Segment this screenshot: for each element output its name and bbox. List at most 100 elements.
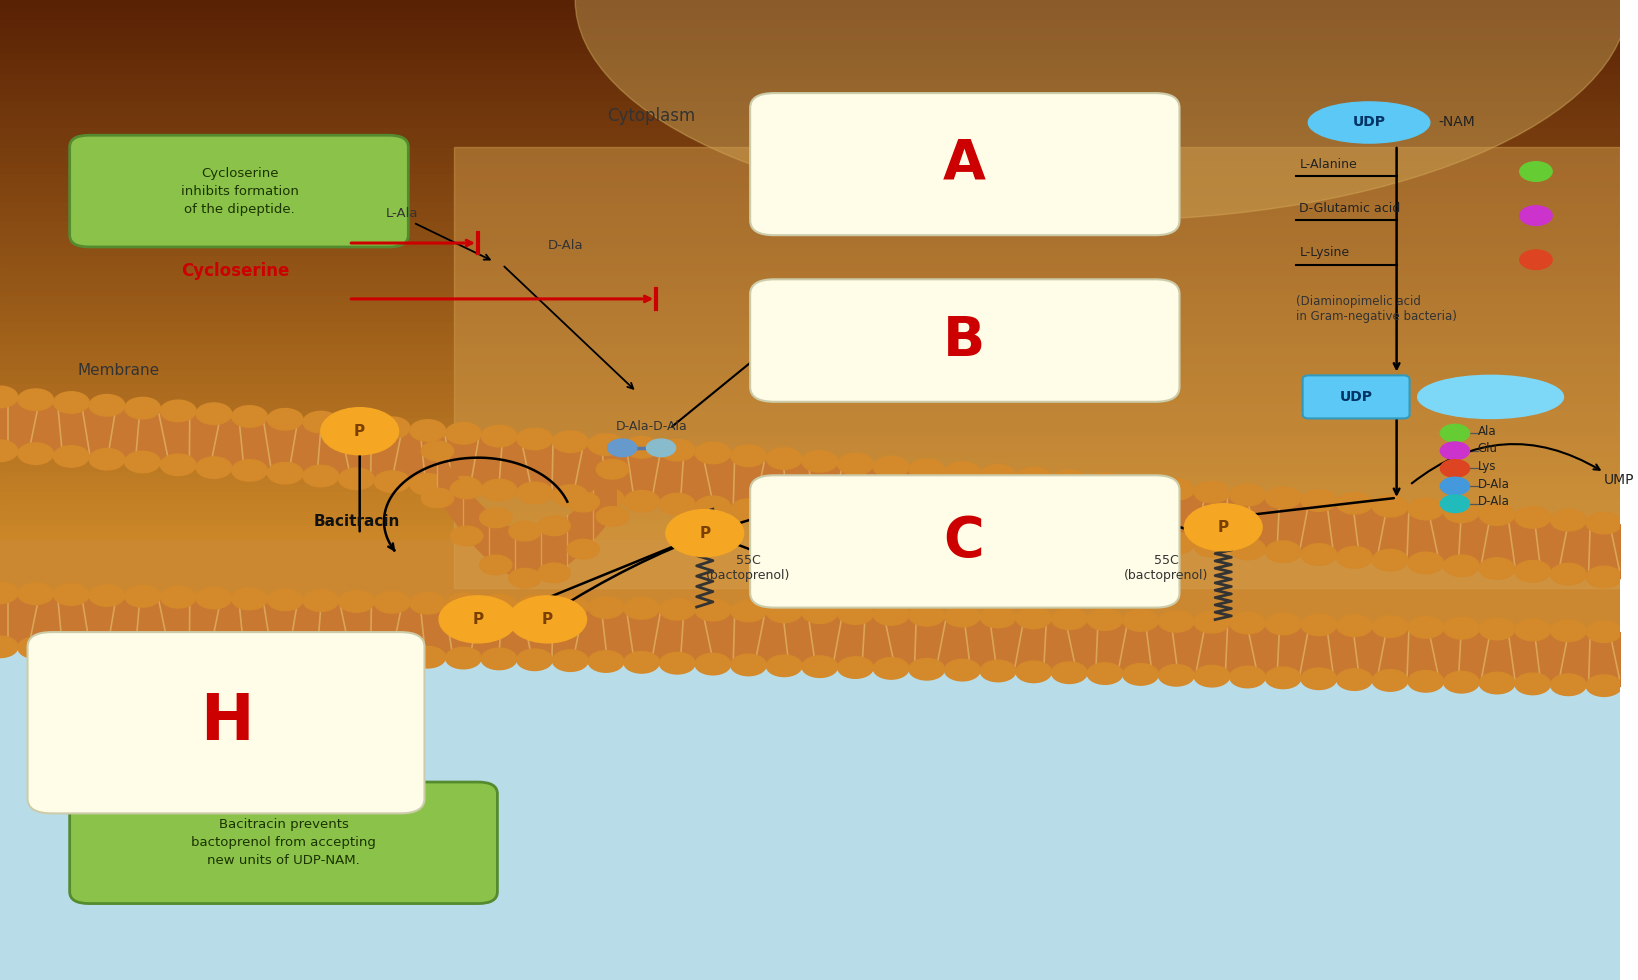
Bar [0,0,1620,637]
Circle shape [124,586,161,608]
Circle shape [1088,473,1122,495]
Text: Cytoplasm: Cytoplasm [608,107,696,124]
Bar [0,195,1620,202]
Circle shape [980,607,1016,628]
Circle shape [482,479,518,501]
Circle shape [945,660,980,681]
Circle shape [1337,614,1373,636]
Circle shape [1230,612,1266,634]
Circle shape [1479,672,1515,694]
Circle shape [1184,504,1263,551]
FancyBboxPatch shape [70,782,498,904]
Circle shape [1266,487,1301,509]
Circle shape [767,448,803,469]
Circle shape [837,508,873,529]
Circle shape [1088,527,1122,549]
Circle shape [1443,617,1479,639]
Bar [0,229,1620,236]
Circle shape [0,582,18,604]
Circle shape [518,649,552,670]
Circle shape [1440,442,1469,460]
Circle shape [1440,477,1469,495]
Circle shape [695,496,731,517]
Bar [0,330,1620,337]
Bar [0,310,1620,317]
Circle shape [1551,510,1586,531]
Circle shape [446,422,482,444]
Circle shape [373,416,410,438]
Text: L-Alanine: L-Alanine [1299,158,1358,172]
Circle shape [660,493,695,514]
Bar [0,0,1620,7]
Circle shape [837,454,873,475]
Circle shape [1194,535,1230,557]
Bar [0,21,1620,26]
Text: (Diaminopimelic acid
in Gram-negative bacteria): (Diaminopimelic acid in Gram-negative ba… [1296,295,1458,322]
Circle shape [410,419,446,441]
Circle shape [803,602,837,623]
Circle shape [1479,504,1515,525]
Bar [0,303,1620,310]
Bar [0,249,1620,256]
Text: Cycloserine
inhibits formation
of the dipeptide.: Cycloserine inhibits formation of the di… [180,167,298,216]
Circle shape [1409,552,1443,573]
Bar [0,471,1620,478]
FancyBboxPatch shape [750,475,1179,608]
Circle shape [667,510,744,557]
Text: UDP: UDP [1353,116,1386,129]
Circle shape [231,642,267,663]
Circle shape [18,389,54,411]
Circle shape [945,515,980,537]
Circle shape [1301,614,1337,636]
Bar [0,568,1620,980]
Circle shape [873,510,909,531]
Bar [0,424,1620,431]
Bar [0,54,1620,61]
Circle shape [339,591,373,612]
Bar [0,115,1620,122]
Circle shape [1122,610,1158,631]
Text: UMP: UMP [1604,473,1635,487]
Bar [0,431,1620,438]
Bar [0,283,1620,290]
Circle shape [1479,558,1515,579]
Circle shape [18,583,54,605]
Circle shape [482,648,518,669]
Text: UDP: UDP [1340,390,1373,404]
Bar [0,155,1620,162]
Bar [0,189,1620,195]
Bar [0,351,1620,357]
Circle shape [552,485,588,507]
Bar [0,87,1620,94]
Circle shape [509,596,586,643]
Bar [0,357,1620,364]
Bar [0,47,1620,54]
Circle shape [1016,662,1052,683]
Circle shape [1016,467,1052,489]
Text: P: P [472,612,483,627]
Ellipse shape [1417,375,1564,418]
Circle shape [1515,673,1551,695]
Circle shape [480,555,513,574]
Circle shape [161,586,197,608]
Bar [0,270,1620,276]
FancyBboxPatch shape [28,632,424,813]
Ellipse shape [1309,102,1430,143]
Text: D-Ala-D-Ala: D-Ala-D-Ala [616,419,688,433]
Circle shape [1122,530,1158,552]
Bar [0,465,1620,471]
Circle shape [54,392,88,414]
Circle shape [1337,547,1373,568]
Circle shape [695,442,731,464]
Text: P: P [542,612,554,627]
Circle shape [197,457,231,478]
Bar [0,182,1620,188]
Circle shape [1158,478,1194,500]
Circle shape [980,661,1016,682]
Circle shape [0,440,18,462]
Circle shape [1586,675,1622,697]
Bar [0,222,1620,229]
Circle shape [1122,476,1158,498]
Circle shape [1337,668,1373,690]
Circle shape [1440,495,1469,513]
